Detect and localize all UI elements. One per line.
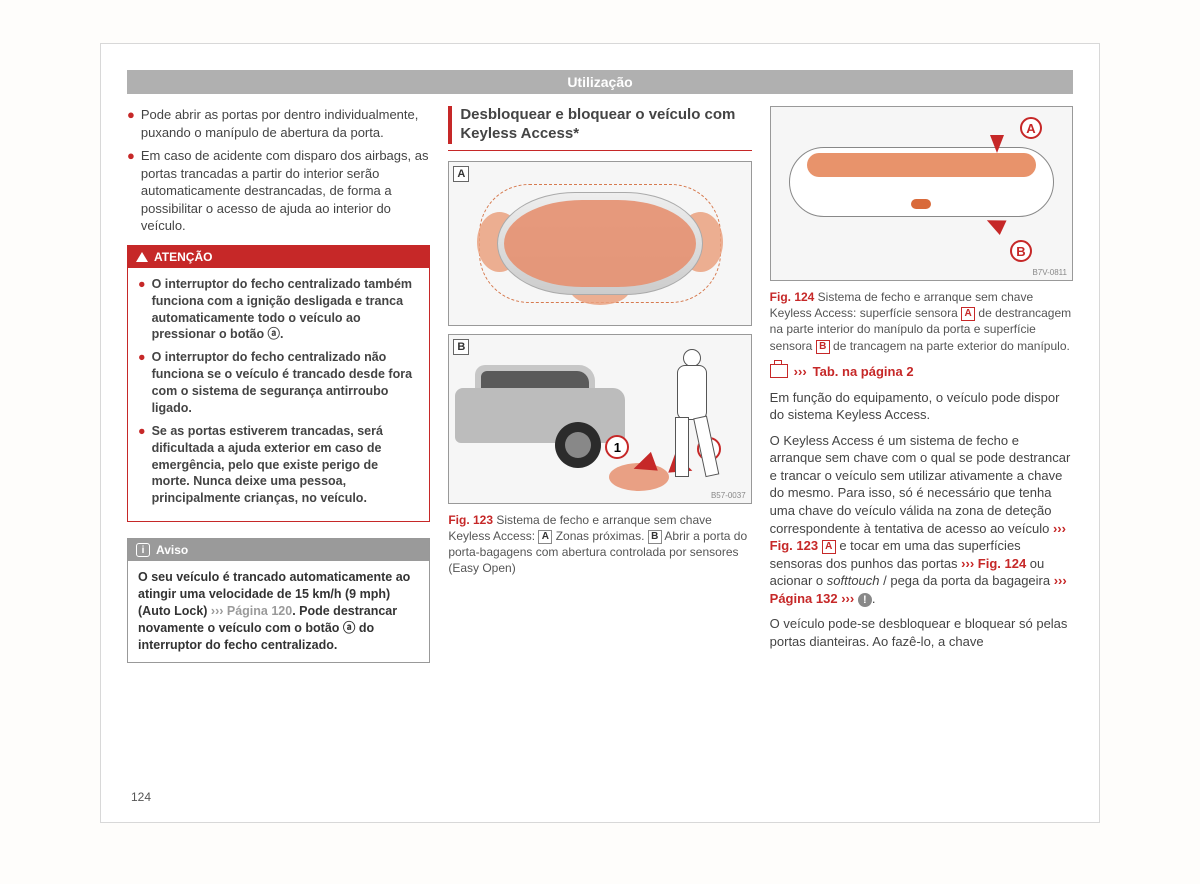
chevron-icon: ››› bbox=[794, 364, 807, 379]
page-header: Utilização bbox=[127, 70, 1073, 94]
note-body: O seu veículo é trancado automaticamente… bbox=[128, 561, 429, 661]
bullet-item: ● O interruptor do fecho centralizado ta… bbox=[138, 276, 419, 344]
label-a: A bbox=[1020, 117, 1042, 139]
note-header: i Aviso bbox=[128, 539, 429, 561]
bullet-item: ● Se as portas estiverem trancadas, será… bbox=[138, 423, 419, 507]
figure-123-caption: Fig. 123 Sistema de fecho e arranque sem… bbox=[448, 512, 751, 577]
figure-code: B57-0037 bbox=[711, 491, 746, 500]
bullet-text: Em caso de acidente com disparo dos airb… bbox=[141, 147, 430, 235]
paragraph-3: O veículo pode-se desbloquear e bloquear… bbox=[770, 615, 1073, 650]
paragraph-2: O Keyless Access é um sistema de fecho e… bbox=[770, 432, 1073, 607]
note-title: Aviso bbox=[156, 543, 188, 557]
info-icon: i bbox=[136, 543, 150, 557]
bullet-item: ● Pode abrir as portas por dentro indivi… bbox=[127, 106, 430, 141]
content-columns: ● Pode abrir as portas por dentro indivi… bbox=[101, 106, 1099, 663]
page-ref: ››› Página 120 bbox=[211, 604, 292, 618]
figure-123-a: A bbox=[448, 161, 751, 326]
bullet-dot-icon: ● bbox=[127, 147, 135, 235]
person-illustration bbox=[667, 349, 717, 494]
paragraph-1: Em função do equipamento, o veículo pode… bbox=[770, 389, 1073, 424]
page-number: 124 bbox=[131, 790, 151, 804]
tab-ref-text: Tab. na página 2 bbox=[813, 364, 914, 379]
warning-box: ATENÇÃO ● O interruptor do fecho central… bbox=[127, 245, 430, 522]
bullet-dot-icon: ● bbox=[127, 106, 135, 141]
callout-1: 1 bbox=[605, 435, 629, 459]
p2-text: / pega da porta da bagageira bbox=[880, 573, 1054, 588]
exclamation-icon: ! bbox=[858, 593, 872, 607]
letter-a-icon: A bbox=[538, 530, 552, 544]
warning-triangle-icon bbox=[136, 252, 148, 262]
bullet-item: ● Em caso de acidente com disparo dos ai… bbox=[127, 147, 430, 235]
bullet-item: ● O interruptor do fecho centralizado nã… bbox=[138, 349, 419, 417]
figure-124-caption: Fig. 124 Sistema de fecho e arranque sem… bbox=[770, 289, 1073, 354]
fig-ref: Fig. 124 bbox=[770, 290, 815, 304]
letter-a-icon: A bbox=[822, 540, 836, 554]
fig-ref: ››› Fig. 124 bbox=[961, 556, 1026, 571]
sensor-surface-a bbox=[807, 153, 1036, 177]
figure-letter-a: A bbox=[453, 166, 469, 182]
column-3: A B B7V-0811 Fig. 124 Sistema de fecho e… bbox=[770, 106, 1073, 663]
person-body bbox=[677, 365, 707, 420]
zone-interior bbox=[504, 200, 695, 287]
warning-body: ● O interruptor do fecho centralizado ta… bbox=[128, 268, 429, 521]
bullet-text: Pode abrir as portas por dentro individu… bbox=[141, 106, 430, 141]
bullet-text: Se as portas estiverem trancadas, será d… bbox=[152, 423, 420, 507]
person-head bbox=[683, 349, 701, 367]
figure-code: B7V-0811 bbox=[1032, 268, 1067, 277]
bullet-text: O interruptor do fecho centralizado tamb… bbox=[152, 276, 420, 344]
suv-wheel bbox=[555, 422, 601, 468]
title-underline bbox=[448, 150, 751, 151]
warning-header: ATENÇÃO bbox=[128, 246, 429, 268]
bullet-text: O interruptor do fecho centralizado não … bbox=[152, 349, 420, 417]
suv-body bbox=[455, 388, 625, 443]
bullet-dot-icon: ● bbox=[138, 349, 146, 417]
person-leg bbox=[675, 417, 689, 477]
arrow-a-icon bbox=[990, 135, 1004, 153]
caption-text: de trancagem na parte exterior do manípu… bbox=[830, 339, 1070, 353]
column-2: Desbloquear e bloquear o veículo com Key… bbox=[448, 106, 751, 663]
section-title: Desbloquear e bloquear o veículo com Key… bbox=[448, 106, 751, 144]
label-b: B bbox=[1010, 240, 1032, 262]
fig-ref: Fig. 123 bbox=[448, 513, 493, 527]
warning-title: ATENÇÃO bbox=[154, 250, 212, 264]
bullet-dot-icon: ● bbox=[138, 423, 146, 507]
column-1: ● Pode abrir as portas por dentro indivi… bbox=[127, 106, 430, 663]
chevron-icon: ››› bbox=[838, 591, 858, 606]
tab-icon bbox=[770, 364, 788, 378]
softtouch-term: softtouch bbox=[827, 573, 880, 588]
manual-page: Utilização ● Pode abrir as portas por de… bbox=[100, 43, 1100, 823]
note-box: i Aviso O seu veículo é trancado automat… bbox=[127, 538, 430, 662]
person-leg bbox=[693, 415, 719, 477]
figure-123-b: B 1 2 B57-0037 bbox=[448, 334, 751, 504]
bullet-dot-icon: ● bbox=[138, 276, 146, 344]
figure-124: A B B7V-0811 bbox=[770, 106, 1073, 281]
sensor-surface-b bbox=[911, 199, 931, 209]
p2-text: O Keyless Access é um sistema de fecho e… bbox=[770, 433, 1071, 536]
letter-a-icon: A bbox=[961, 307, 975, 321]
tab-reference: ››› Tab. na página 2 bbox=[770, 364, 1073, 379]
caption-text: Zonas próximas. bbox=[552, 529, 647, 543]
letter-b-icon: B bbox=[816, 340, 830, 354]
letter-b-icon: B bbox=[648, 530, 662, 544]
